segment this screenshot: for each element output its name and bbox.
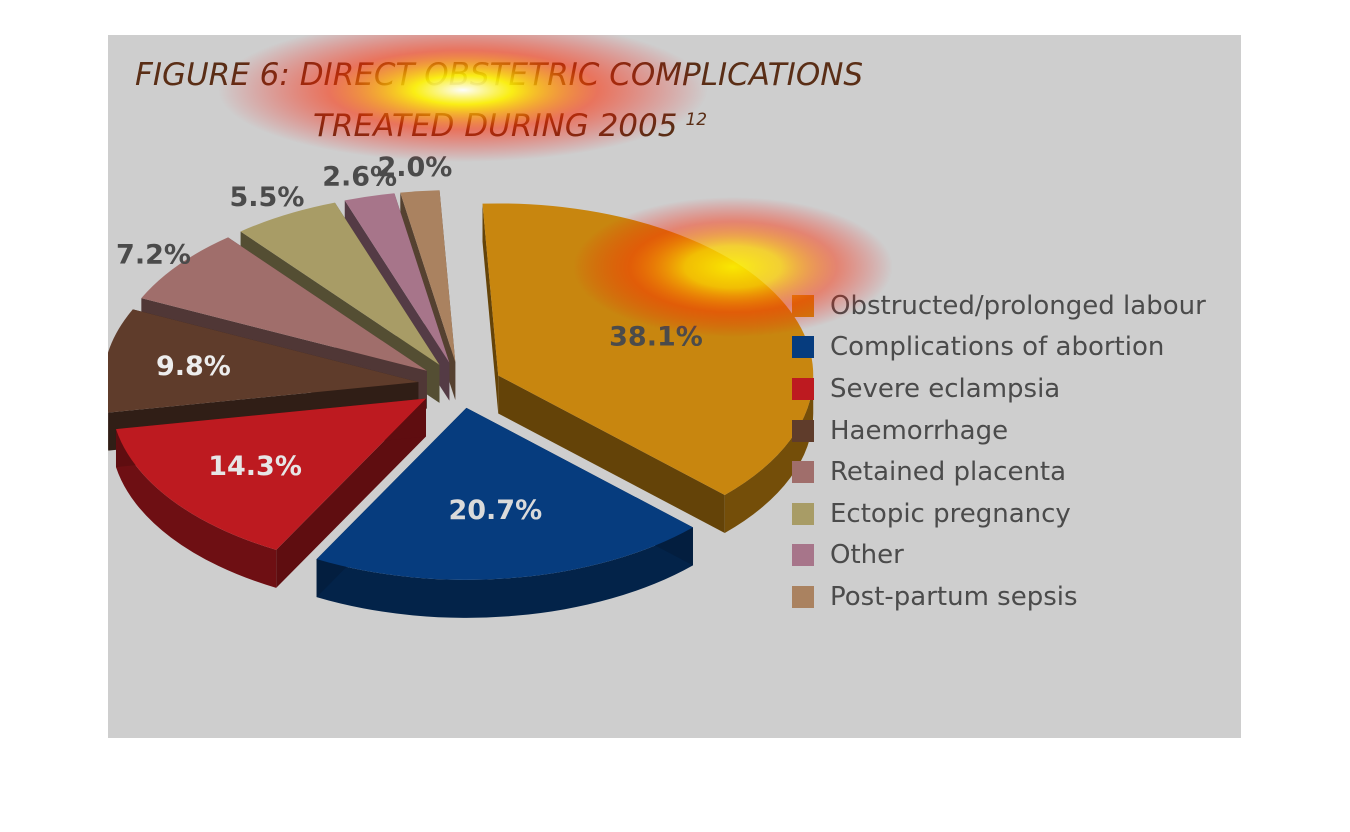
value-label-other: 2.6% [322, 161, 397, 192]
legend-swatch [792, 294, 814, 317]
slice-top [344, 193, 450, 363]
slice-edge [276, 398, 426, 588]
legend: Obstructed/prolonged labour Complications… [792, 285, 1206, 618]
legend-item-other: Other [792, 535, 1206, 577]
slice-side [316, 527, 693, 618]
legend-label: Haemorrhage [830, 415, 1009, 446]
legend-swatch [792, 336, 814, 359]
legend-item-obstructed-prolonged-labour: Obstructed/prolonged labour [792, 285, 1206, 327]
legend-swatch [792, 377, 814, 400]
legend-label: Post-partum sepsis [830, 581, 1078, 612]
legend-label: Complications of abortion [830, 332, 1165, 363]
value-label-obstructed-prolonged-labour: 38.1% [609, 321, 703, 352]
legend-item-haemorrhage: Haemorrhage [792, 410, 1206, 452]
legend-swatch [792, 502, 814, 525]
legend-label: Obstructed/prolonged labour [830, 290, 1206, 321]
legend-label: Other [830, 540, 904, 571]
slice-top [316, 407, 693, 580]
legend-swatch [792, 461, 814, 484]
slice-top [141, 237, 427, 371]
legend-label: Severe eclampsia [830, 373, 1061, 404]
value-label-haemorrhage: 9.8% [156, 351, 231, 382]
legend-item-ectopic-pregnancy: Ectopic pregnancy [792, 493, 1206, 535]
slice-side [115, 429, 277, 588]
value-label-complications-of-abortion: 20.7% [448, 495, 542, 526]
legend-item-severe-eclampsia: Severe eclampsia [792, 368, 1206, 410]
slice-edge [498, 375, 725, 533]
value-label-ectopic-pregnancy: 5.5% [230, 182, 305, 213]
slice-edge [482, 203, 499, 414]
legend-item-post-partum-sepsis: Post-partum sepsis [792, 576, 1206, 618]
slice-top [240, 202, 440, 365]
legend-swatch [792, 544, 814, 567]
legend-swatch [792, 419, 814, 442]
legend-item-retained-placenta: Retained placenta [792, 451, 1206, 493]
value-label-retained-placenta: 7.2% [116, 240, 191, 271]
legend-label: Retained placenta [830, 457, 1067, 488]
legend-label: Ectopic pregnancy [830, 498, 1071, 529]
legend-swatch [792, 585, 814, 608]
pie-value-labels: 38.1% 20.7% 14.3% 9.8% 7.2% 5.5% 2.6%2.0% [116, 152, 703, 526]
chart-panel: FIGURE 6: DIRECT OBSTETRIC COMPLICATIONS… [108, 35, 1241, 738]
pie-slices [108, 190, 814, 618]
slice-top [400, 190, 456, 363]
slice-severe-eclampsia [115, 398, 426, 588]
legend-item-complications-of-abortion: Complications of abortion [792, 327, 1206, 369]
slice-complications-of-abortion [316, 407, 693, 618]
slice-top [108, 309, 419, 413]
value-label-severe-eclampsia: 14.3% [208, 451, 302, 482]
slice-side [724, 375, 814, 533]
slice-top [115, 398, 426, 550]
value-label-post-partum-sepsis: 2.0% [377, 152, 452, 183]
